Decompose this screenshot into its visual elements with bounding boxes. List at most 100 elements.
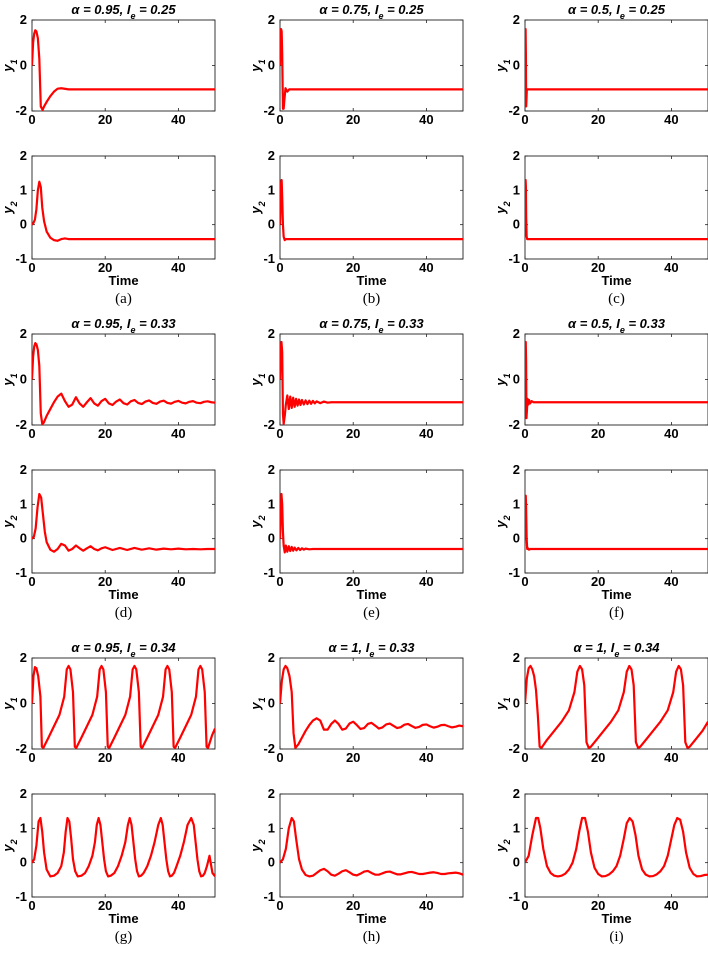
y-tick-label: -2: [15, 741, 27, 756]
plot-area: [524, 333, 708, 426]
y-tick-label: 0: [20, 696, 27, 711]
x-tick-label: 0: [276, 750, 283, 765]
y-axis-label: y2: [248, 201, 267, 214]
x-tick-label: 20: [98, 260, 112, 275]
x-tick-label: 20: [591, 898, 605, 913]
y-tick-label: 2: [513, 650, 520, 665]
x-tick-label: 40: [664, 112, 678, 127]
plot-area: [524, 657, 708, 750]
panel-caption: (a): [115, 291, 132, 307]
y-tick-label: -2: [508, 103, 520, 118]
x-tick-label: 20: [346, 750, 360, 765]
y-tick-label: 2: [513, 786, 520, 801]
x-tick-label: 0: [521, 898, 528, 913]
series-line: [525, 664, 708, 749]
x-axis-label: Time: [601, 273, 631, 288]
panel-caption: (i): [609, 929, 623, 945]
x-tick-label: 20: [591, 260, 605, 275]
x-tick-label: 0: [28, 574, 35, 589]
y-tick-label: 0: [268, 855, 275, 870]
y-tick-label: 2: [20, 148, 27, 163]
x-tick-label: 20: [98, 750, 112, 765]
series-line: [525, 178, 708, 241]
y-axis-label: y1: [493, 697, 512, 710]
y-tick-label: 0: [268, 696, 275, 711]
plot-area: [279, 469, 464, 574]
panel-caption: (c): [608, 291, 625, 307]
y-tick-label: 2: [268, 786, 275, 801]
x-tick-label: 20: [591, 750, 605, 765]
y-tick-label: 2: [268, 462, 275, 477]
plot-area: [524, 793, 708, 898]
y-tick-label: 1: [513, 496, 520, 511]
y-axis-label: y1: [0, 697, 19, 710]
plot-area: [279, 793, 464, 898]
y-tick-label: -2: [15, 103, 27, 118]
series-line: [280, 28, 463, 110]
y-axis-label: y2: [0, 515, 19, 528]
panel-title: α = 0.75, Ie = 0.25: [319, 2, 424, 21]
plot-area: [31, 469, 216, 574]
plot-area: [31, 333, 216, 426]
panel-caption: (g): [115, 929, 133, 945]
plot-area: [31, 155, 216, 260]
panel-title: α = 0.95, Ie = 0.33: [71, 316, 176, 335]
x-tick-label: 0: [276, 426, 283, 441]
y-tick-label: 2: [20, 12, 27, 27]
y-tick-label: 0: [268, 217, 275, 232]
plot-area: [279, 155, 464, 260]
y-tick-label: -2: [263, 741, 275, 756]
x-axis-label: Time: [601, 587, 631, 602]
x-tick-label: 20: [98, 112, 112, 127]
plot-area: [524, 469, 708, 574]
series-line: [525, 340, 708, 420]
y-tick-label: 0: [20, 855, 27, 870]
y-tick-label: 2: [268, 650, 275, 665]
panel-caption: (f): [609, 605, 624, 621]
y-axis-label: y2: [493, 515, 512, 528]
y-axis-label: y2: [0, 839, 19, 852]
y-tick-label: 0: [268, 372, 275, 387]
x-tick-label: 40: [171, 426, 185, 441]
series-line: [32, 180, 215, 242]
x-axis-label: Time: [108, 273, 138, 288]
x-tick-label: 0: [28, 426, 35, 441]
x-tick-label: 20: [98, 898, 112, 913]
x-tick-label: 0: [276, 260, 283, 275]
y-tick-label: 0: [268, 531, 275, 546]
panel-caption: (h): [363, 929, 381, 945]
y-tick-label: -2: [508, 417, 520, 432]
x-tick-label: 0: [28, 260, 35, 275]
y-tick-label: -1: [263, 565, 275, 580]
y-axis-label: y1: [493, 373, 512, 386]
x-tick-label: 40: [171, 112, 185, 127]
x-tick-label: 40: [419, 260, 433, 275]
y-tick-label: -1: [508, 251, 520, 266]
x-tick-label: 40: [664, 750, 678, 765]
x-tick-label: 20: [346, 260, 360, 275]
y-tick-label: 1: [513, 182, 520, 197]
y-axis-label: y1: [493, 59, 512, 72]
y-tick-label: -2: [508, 741, 520, 756]
panel-title: α = 1, Ie = 0.34: [573, 640, 660, 659]
y-tick-label: 1: [20, 496, 27, 511]
y-tick-label: 0: [513, 372, 520, 387]
panel-caption: (e): [363, 605, 380, 621]
y-tick-label: 2: [513, 148, 520, 163]
y-tick-label: 2: [20, 326, 27, 341]
x-tick-label: 20: [591, 112, 605, 127]
y-axis-label: y1: [0, 59, 19, 72]
y-tick-label: 0: [268, 58, 275, 73]
x-tick-label: 40: [419, 426, 433, 441]
x-axis-label: Time: [601, 911, 631, 926]
x-tick-label: 20: [98, 426, 112, 441]
y-axis-label: y1: [248, 59, 267, 72]
series-line: [280, 664, 463, 749]
series-line: [32, 816, 215, 878]
plot-area: [279, 333, 464, 426]
